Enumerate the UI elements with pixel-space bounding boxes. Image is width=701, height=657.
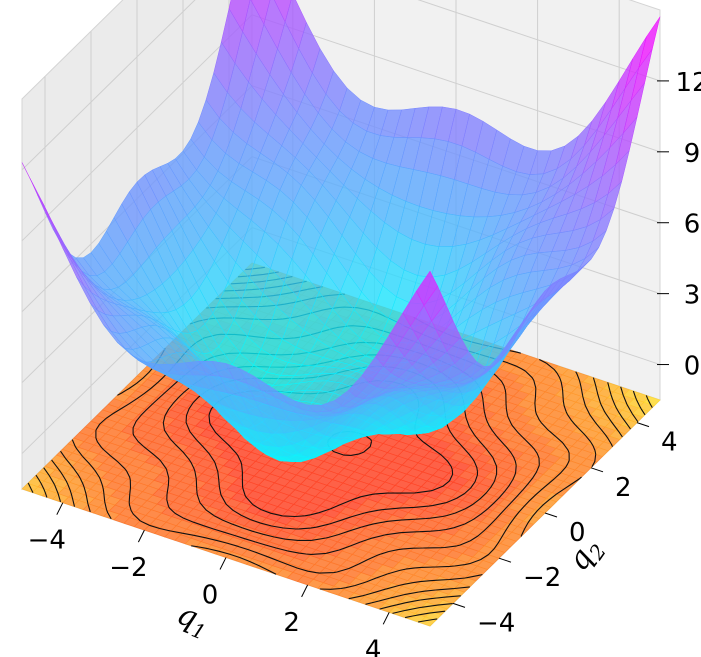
surface-mesh	[21, 0, 661, 463]
y-tick-mark	[544, 512, 558, 518]
contour-line	[645, 395, 653, 408]
y-tick-mark	[498, 557, 512, 563]
x-axis-label: q1	[170, 596, 214, 644]
z-tick-label: 9	[684, 139, 701, 169]
z-tick-label: 3	[684, 281, 701, 311]
y-tick-mark	[590, 467, 604, 473]
x-tick-mark	[219, 557, 227, 570]
y-tick-label: 4	[661, 428, 678, 458]
grid-left-z	[21, 14, 253, 242]
grid-back-z	[417, 0, 661, 82]
y-tick-mark	[636, 422, 650, 428]
z-tick-label: 0	[684, 352, 701, 382]
surface-facet	[416, 270, 438, 306]
x-tick-mark	[301, 584, 309, 598]
y-tick-label: 0	[569, 518, 586, 548]
x-tick-label: 4	[365, 635, 382, 657]
z-tick-label: 6	[684, 210, 701, 240]
y-tick-label: −4	[477, 608, 515, 638]
y-tick-label: −2	[523, 563, 561, 593]
x-tick-mark	[137, 529, 145, 543]
x-tick-label: −2	[109, 553, 147, 583]
grid-left-z	[21, 0, 196, 171]
x-tick-mark	[56, 502, 64, 515]
x-tick-label: −4	[28, 526, 66, 556]
x-tick-mark	[382, 612, 390, 625]
x-tick-label: 2	[283, 608, 300, 638]
z-tick-label: 12	[675, 68, 701, 98]
x-tick-label: 0	[202, 581, 219, 611]
y-tick-label: 2	[615, 473, 632, 503]
y-tick-mark	[452, 602, 466, 608]
